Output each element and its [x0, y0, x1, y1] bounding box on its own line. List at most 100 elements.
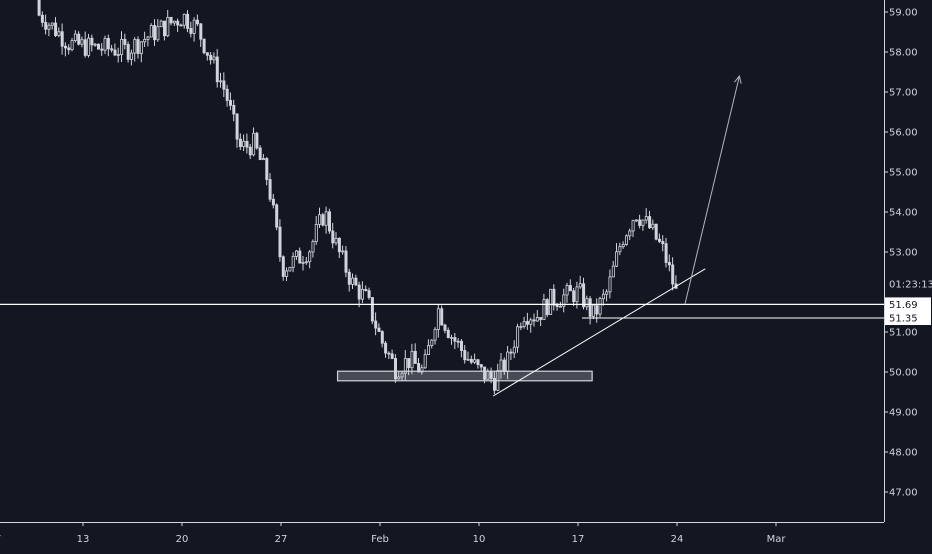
candle-body — [578, 283, 582, 288]
candle-body — [387, 352, 391, 355]
candle-body — [47, 24, 51, 30]
candle-body — [605, 291, 609, 295]
price-tick-label: 50.00 — [889, 368, 918, 379]
candle-body — [555, 304, 559, 307]
candle-body — [403, 358, 407, 374]
candle-body — [285, 270, 289, 277]
candle-body — [143, 38, 147, 43]
candle-body — [433, 328, 437, 341]
price-tick-label: 57.00 — [889, 88, 918, 99]
candle-body — [252, 132, 256, 156]
candle-body — [129, 52, 133, 60]
candle-body — [126, 44, 130, 60]
candle-body — [235, 113, 239, 140]
candle-body — [661, 241, 665, 245]
candle-body — [582, 283, 586, 308]
candle-body — [199, 23, 203, 40]
candle-body — [232, 104, 236, 115]
candle-body — [608, 276, 612, 293]
candle-body — [110, 48, 114, 51]
price-tick-label: 47.00 — [889, 488, 918, 499]
candle-body — [499, 359, 503, 371]
candle-body — [436, 308, 440, 330]
candle-body — [308, 251, 312, 263]
candle-body — [658, 238, 662, 242]
price-tick-label: 48.00 — [889, 448, 918, 459]
price-tick-label: 53.00 — [889, 248, 918, 259]
price-tick-label: 49.00 — [889, 408, 918, 419]
time-tick-label: 20 — [176, 534, 189, 545]
candle-body — [337, 237, 341, 253]
candle-body — [585, 298, 589, 308]
candle-body — [222, 80, 226, 90]
candle-body — [40, 14, 44, 23]
candle-body — [245, 140, 249, 148]
candle-body — [304, 261, 308, 264]
candle-body — [50, 22, 54, 26]
candle-body — [671, 264, 675, 285]
candle-body — [90, 37, 94, 46]
candle-body — [654, 223, 658, 240]
candle-body — [459, 340, 463, 351]
candle-body — [390, 353, 394, 359]
candle-body — [182, 13, 186, 26]
candle-body — [139, 41, 143, 54]
candle-body — [598, 298, 602, 315]
candle-body — [341, 250, 345, 253]
candle-body — [238, 138, 242, 147]
candle-body — [186, 13, 190, 29]
candle-body — [601, 293, 605, 300]
candle-body — [453, 337, 457, 342]
candle-body — [327, 211, 331, 232]
candle-body — [37, 0, 41, 16]
candle-body — [106, 38, 110, 50]
time-tick-label: 7 — [0, 534, 1, 545]
candle-body — [60, 31, 64, 47]
candle-body — [615, 251, 619, 267]
candle-body — [311, 241, 315, 253]
candle-body — [595, 305, 599, 315]
drawings-layer — [0, 74, 884, 397]
candle-body — [120, 38, 124, 55]
candle-body — [113, 49, 117, 56]
time-tick-label: 24 — [671, 534, 684, 545]
candle-body — [212, 56, 216, 61]
candle-body — [331, 230, 335, 244]
candle-body — [334, 237, 338, 244]
price-label-box — [885, 277, 931, 291]
candle-body — [426, 345, 430, 355]
candle-body — [70, 40, 74, 51]
candle-body — [526, 321, 530, 325]
candle-body — [651, 223, 655, 229]
candle-body — [539, 317, 543, 320]
candle-body — [492, 377, 496, 391]
candle-body — [87, 37, 91, 56]
candle-body — [519, 326, 523, 328]
candle-body — [638, 219, 642, 226]
price-tick-label: 58.00 — [889, 48, 918, 59]
candle-body — [228, 100, 232, 106]
candle-body — [159, 20, 163, 28]
candle-body — [189, 28, 193, 34]
candle-body — [265, 158, 269, 180]
candle-body — [57, 31, 61, 37]
time-axis-panel — [0, 522, 932, 550]
candle-body — [162, 20, 166, 37]
candle-body — [397, 376, 401, 380]
candle-body — [552, 288, 556, 306]
candle-body — [97, 43, 101, 50]
price-tick-label: 54.00 — [889, 208, 918, 219]
candle-body — [77, 33, 81, 45]
candle-body — [618, 246, 622, 253]
candle-body — [621, 244, 625, 248]
candle-body — [565, 285, 569, 296]
price-label-countdown: 01:23:13 — [889, 280, 932, 291]
candle-body — [473, 359, 477, 363]
candle-body — [261, 158, 265, 161]
candle-body — [407, 358, 411, 369]
candle-body — [644, 216, 648, 221]
candle-body — [628, 230, 632, 237]
candle-body — [169, 16, 173, 24]
